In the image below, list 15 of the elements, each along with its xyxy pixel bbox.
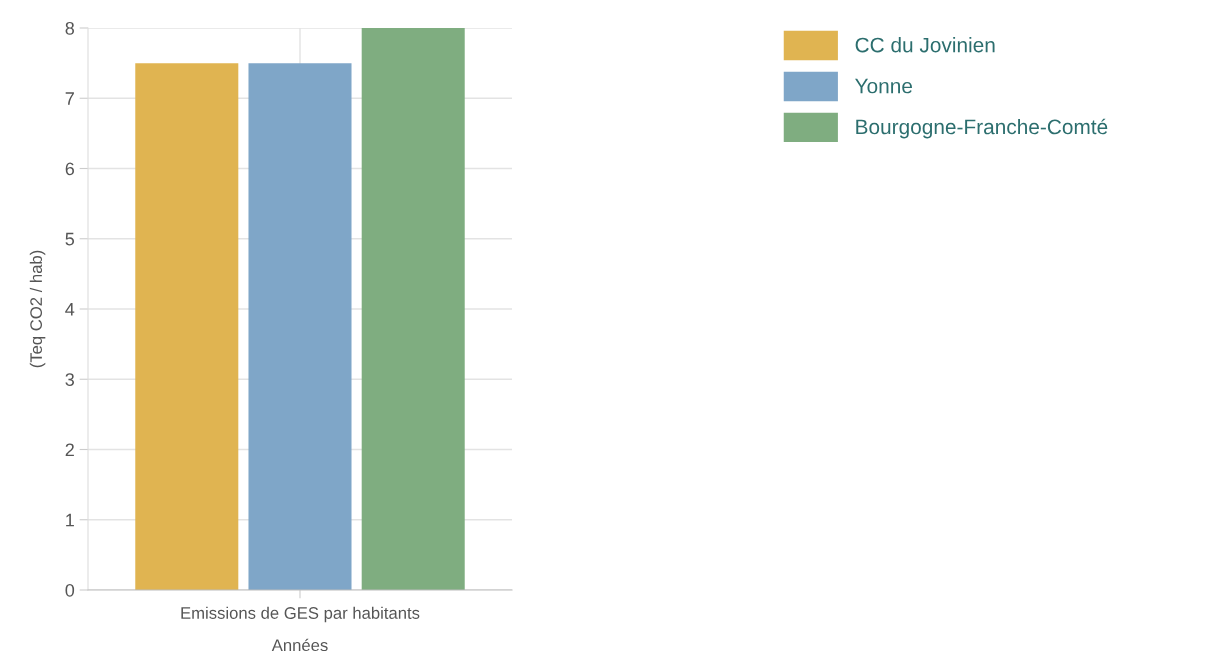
y-tick-label: 0 — [65, 583, 75, 597]
y-tick-label: 1 — [66, 513, 74, 527]
y-tick-label: 5 — [65, 232, 75, 246]
y-tick-label: 6 — [65, 162, 75, 176]
legend-label: CC du Jovinien — [855, 37, 995, 53]
y-tick-label: 7 — [65, 92, 74, 105]
y-tick-label: 8 — [65, 21, 75, 35]
legend-label: Yonne — [855, 78, 912, 94]
y-tick-label: 2 — [65, 443, 74, 457]
y-tick-label: 3 — [65, 373, 75, 386]
y-tick-label: 4 — [65, 303, 75, 316]
y-axis-title: (Teq CO2 / hab) — [29, 250, 46, 368]
x-axis-title: Années — [271, 638, 328, 652]
legend-label: Bourgogne-Franche-Comté — [856, 118, 1108, 139]
x-tick-label: Emissions de GES par habitants — [181, 606, 420, 623]
